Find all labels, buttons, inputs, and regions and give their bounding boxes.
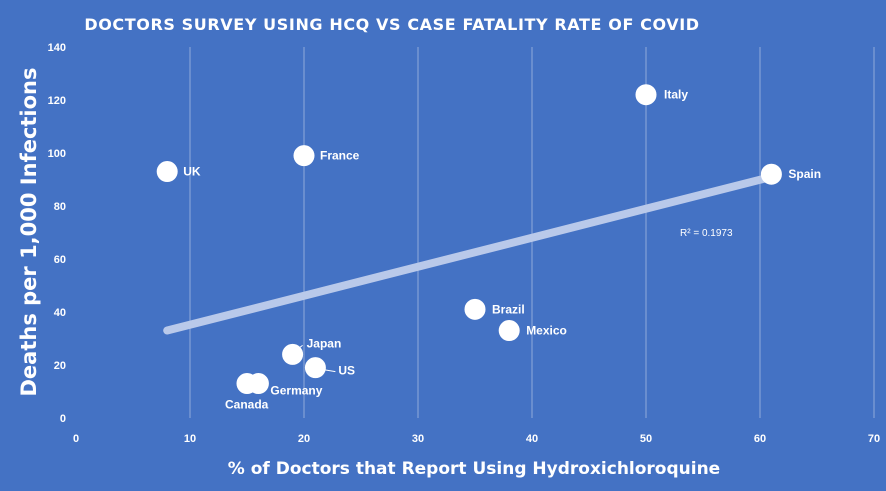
- point-label: Mexico: [526, 324, 567, 338]
- grid-lines: [189, 47, 875, 418]
- scatter-point: [156, 161, 178, 183]
- y-tick-label: 20: [54, 360, 66, 372]
- x-tick-label: 10: [184, 433, 196, 445]
- point-label: Canada: [225, 398, 269, 412]
- y-tick-label: 140: [48, 42, 66, 54]
- point-label: Germany: [270, 384, 322, 398]
- point-label: UK: [183, 165, 201, 179]
- scatter-point: [464, 298, 486, 320]
- scatter-point: [635, 84, 657, 106]
- y-tick-label: 120: [48, 95, 66, 107]
- point-label: France: [320, 149, 360, 163]
- y-tick-label: 40: [54, 307, 66, 319]
- label-leader-line: [323, 369, 336, 373]
- x-tick-label: 20: [298, 433, 310, 445]
- scatter-point: [293, 145, 315, 167]
- x-tick-label: 0: [73, 433, 79, 445]
- x-axis-title: % of Doctors that Report Using Hydroxich…: [228, 459, 720, 479]
- r-squared-label: R² = 0.1973: [680, 228, 733, 239]
- x-tick-label: 70: [868, 433, 880, 445]
- points-layer: [156, 84, 782, 395]
- scatter-point: [498, 320, 520, 342]
- point-label: Brazil: [492, 302, 525, 316]
- y-tick-label: 80: [54, 201, 66, 213]
- point-label: Spain: [788, 167, 821, 181]
- y-tick-label: 60: [54, 254, 66, 266]
- scatter-point: [236, 373, 258, 395]
- point-label: Italy: [664, 88, 688, 102]
- trendline-layer: [163, 172, 776, 335]
- y-axis-title: Deaths per 1,000 Infections: [17, 67, 41, 396]
- trendline: [163, 172, 776, 335]
- y-tick-label: 0: [60, 413, 66, 425]
- axis-ticks: 0 10 20 30 40 50 60 70 0 20 40 60 80 100 120 140: [48, 42, 880, 445]
- chart-title: DOCTORS SURVEY USING HCQ VS CASE FATALIT…: [84, 15, 699, 34]
- scatter-point: [304, 357, 326, 379]
- x-tick-label: 60: [754, 433, 766, 445]
- x-tick-label: 30: [412, 433, 424, 445]
- x-tick-label: 40: [526, 433, 538, 445]
- label-leader-line: [295, 344, 303, 351]
- point-label: US: [338, 364, 355, 378]
- y-tick-label: 100: [48, 148, 66, 160]
- x-tick-label: 50: [640, 433, 652, 445]
- point-label: Japan: [307, 336, 342, 350]
- scatter-point: [760, 163, 782, 185]
